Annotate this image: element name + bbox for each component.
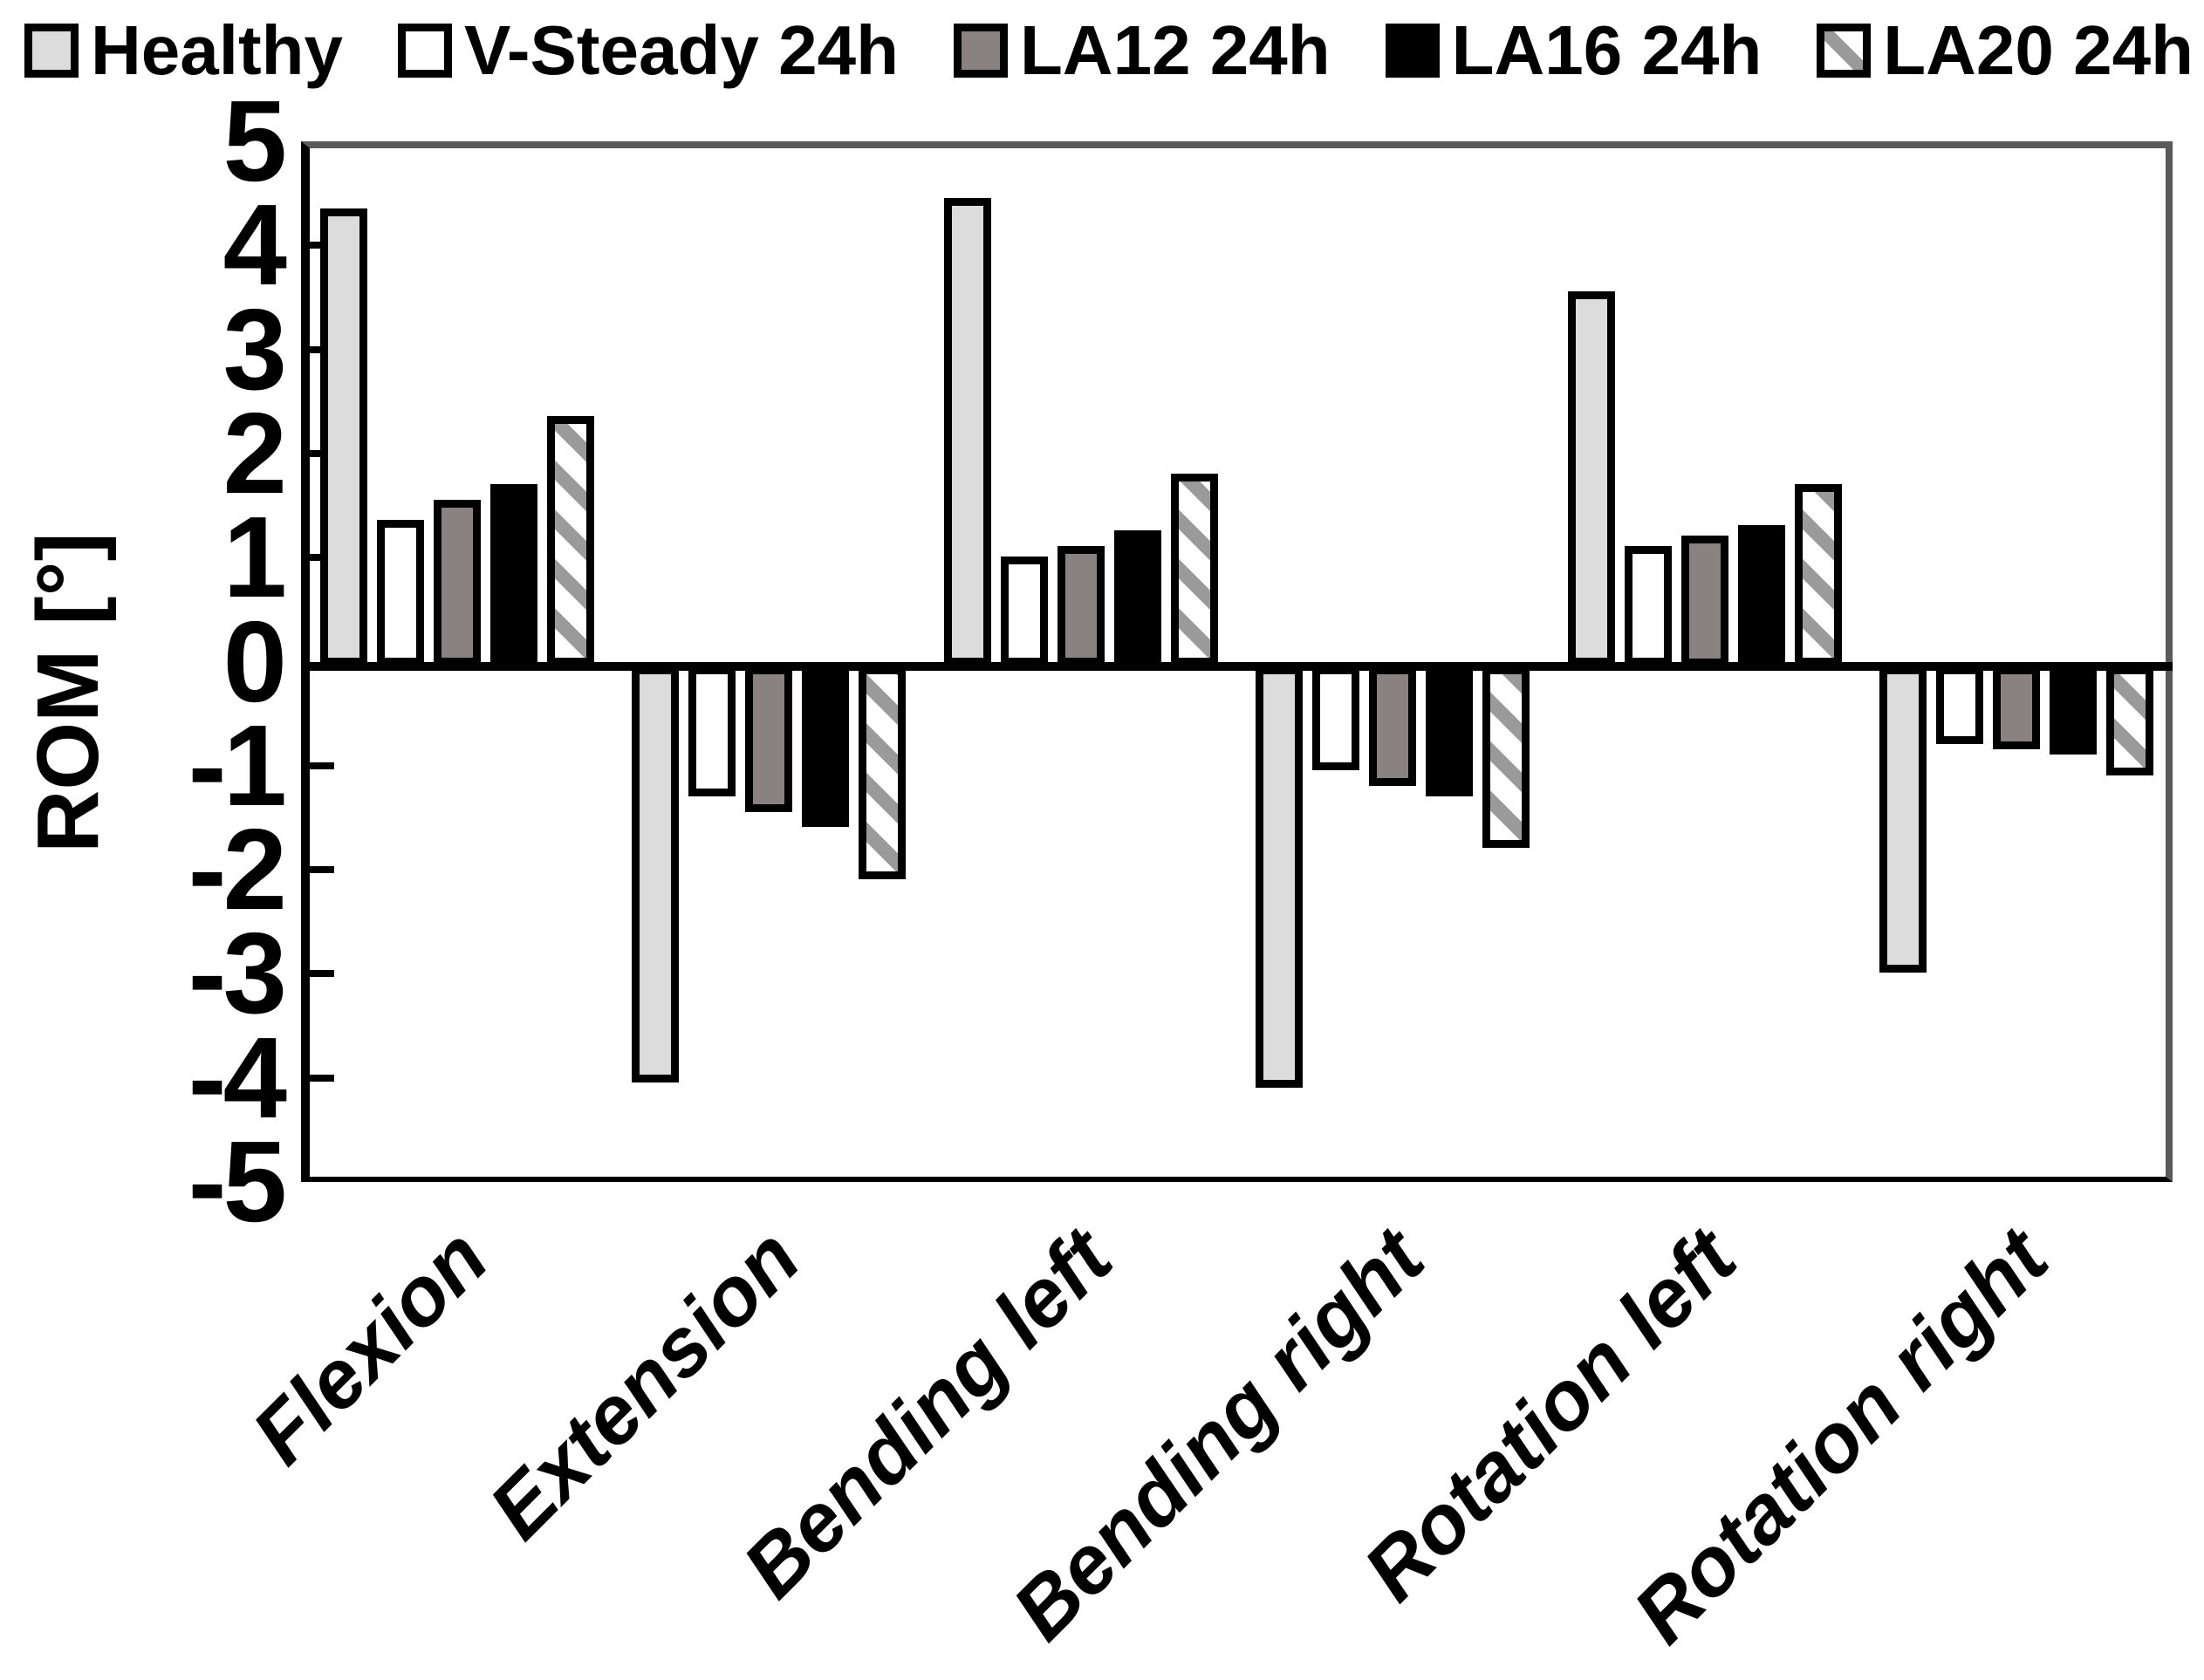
bar-rotation-left-2 <box>1624 546 1672 666</box>
y-tick-label: 3 <box>222 284 287 413</box>
bar-bending-left-1 <box>943 197 991 666</box>
x-axis-label-extension: Extension <box>471 1211 818 1557</box>
legend-swatch-icon <box>1385 24 1440 78</box>
legend-swatch-icon <box>397 24 452 78</box>
legend-label: Healthy <box>91 11 343 89</box>
y-tick-label: 2 <box>222 388 287 517</box>
legend-label: V-Steady 24h <box>463 11 899 89</box>
legend-item-3: LA12 24h <box>953 11 1331 89</box>
legend-item-1: Healthy <box>24 16 343 85</box>
bar-bending-left-5 <box>1170 473 1218 666</box>
legend-swatch-icon <box>1817 24 1872 78</box>
bar-rotation-left-3 <box>1680 536 1728 666</box>
bar-flexion-5 <box>546 416 594 666</box>
zero-baseline <box>301 661 2173 671</box>
legend-swatch-icon <box>953 24 1008 78</box>
y-tick-label: 0 <box>222 597 287 726</box>
y-tick-mark <box>310 1074 334 1082</box>
bar-extension-2 <box>688 666 736 796</box>
y-tick-label: -5 <box>188 1117 287 1246</box>
bar-rotation-left-1 <box>1567 291 1615 666</box>
y-tick-label: -1 <box>188 700 287 830</box>
bar-extension-3 <box>745 666 793 812</box>
bar-rotation-right-2 <box>1936 666 1984 744</box>
bar-flexion-2 <box>376 520 424 666</box>
legend-item-5: LA20 24h <box>1817 16 2194 85</box>
bar-rotation-left-5 <box>1794 483 1842 666</box>
y-tick-mark <box>310 866 334 874</box>
bar-flexion-1 <box>319 208 367 666</box>
bar-bending-right-4 <box>1426 666 1474 796</box>
y-tick-label: 1 <box>222 493 287 622</box>
bar-bending-left-2 <box>1000 557 1048 666</box>
bar-flexion-4 <box>489 483 537 666</box>
legend-label: LA12 24h <box>1019 11 1331 89</box>
y-tick-label: 5 <box>222 77 287 205</box>
y-tick-label: 4 <box>222 181 287 310</box>
bar-bending-right-1 <box>1256 666 1304 1088</box>
bar-bending-right-2 <box>1312 666 1360 770</box>
bar-rotation-right-3 <box>1993 666 2041 749</box>
legend-label: LA16 24h <box>1451 11 1763 89</box>
bar-extension-1 <box>632 666 680 1082</box>
legend-swatch-icon <box>24 24 79 78</box>
y-tick-label: -3 <box>188 909 287 1038</box>
y-tick-mark <box>310 970 334 978</box>
y-tick-mark <box>310 761 334 769</box>
legend-item-4: LA16 24h <box>1385 11 1763 89</box>
bar-extension-5 <box>859 666 907 880</box>
legend-item-2: V-Steady 24h <box>397 11 899 89</box>
bar-bending-left-4 <box>1113 530 1161 666</box>
legend: Healthy V-Steady 24h LA12 24h LA16 24h LA20 … <box>24 9 2194 92</box>
y-tick-label: -2 <box>188 805 287 934</box>
bar-bending-right-5 <box>1482 666 1530 849</box>
x-axis-label-flexion: Flexion <box>235 1211 506 1482</box>
bar-rotation-left-4 <box>1737 525 1785 666</box>
y-tick-label: -4 <box>188 1013 287 1142</box>
bar-rotation-right-4 <box>2050 666 2098 755</box>
bar-extension-4 <box>802 666 850 828</box>
bar-rotation-right-5 <box>2106 666 2154 775</box>
bar-bending-left-3 <box>1057 546 1105 666</box>
bar-rotation-right-1 <box>1879 666 1927 973</box>
bar-bending-right-3 <box>1369 666 1417 786</box>
legend-label: LA20 24h <box>1883 11 2194 89</box>
bar-flexion-3 <box>433 499 481 666</box>
